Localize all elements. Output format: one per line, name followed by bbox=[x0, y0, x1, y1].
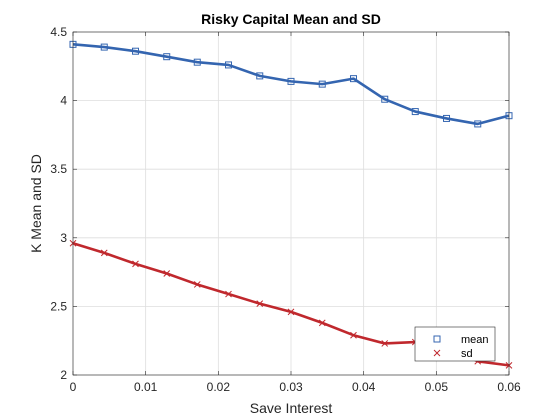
legend-label-mean: mean bbox=[461, 334, 489, 346]
x-tick-label: 0.06 bbox=[497, 380, 521, 394]
x-tick-label: 0.03 bbox=[279, 380, 303, 394]
legend: mean sd bbox=[415, 327, 495, 361]
x-tick-label: 0.04 bbox=[352, 380, 376, 394]
y-tick-label: 3.5 bbox=[50, 162, 67, 176]
y-tick-label: 3 bbox=[60, 231, 67, 245]
chart-title: Risky Capital Mean and SD bbox=[201, 11, 381, 27]
y-tick-label: 4.5 bbox=[50, 25, 67, 39]
x-tick-label: 0.05 bbox=[425, 380, 449, 394]
y-axis-title: K Mean and SD bbox=[28, 154, 44, 253]
x-tick-label: 0 bbox=[70, 380, 77, 394]
y-tick-label: 4 bbox=[60, 94, 67, 108]
legend-label-sd: sd bbox=[461, 348, 473, 360]
y-tick-label: 2 bbox=[60, 368, 67, 382]
x-tick-label: 0.02 bbox=[207, 380, 231, 394]
x-tick-label: 0.01 bbox=[134, 380, 158, 394]
y-tick-label: 2.5 bbox=[50, 299, 67, 313]
x-axis-title: Save Interest bbox=[250, 400, 333, 416]
